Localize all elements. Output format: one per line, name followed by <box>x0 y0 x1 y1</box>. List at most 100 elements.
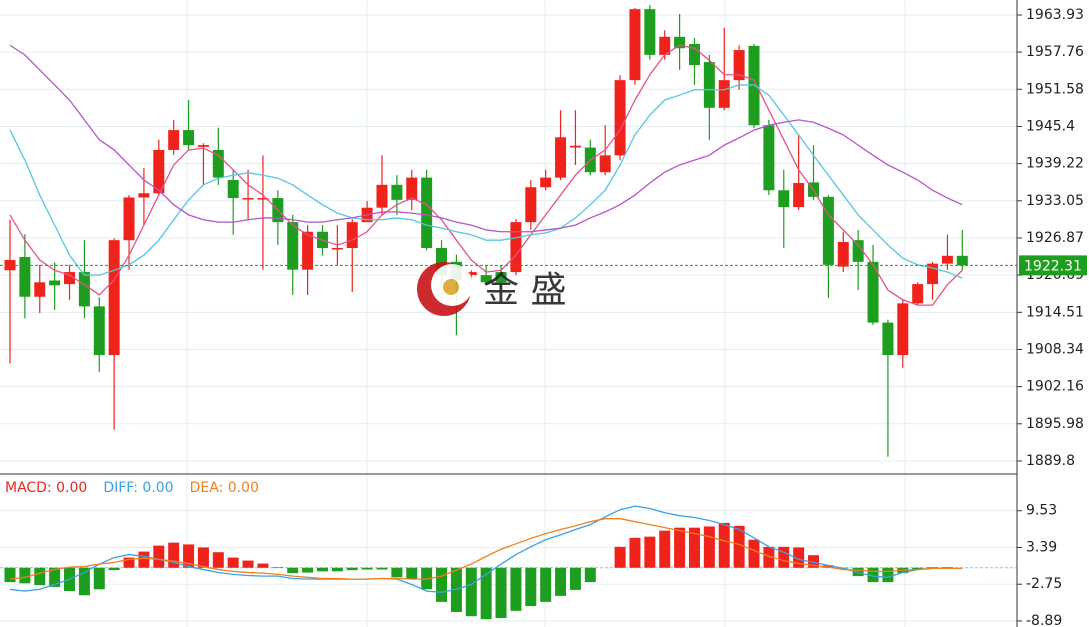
macd-bar <box>19 567 31 584</box>
plot-layer <box>0 4 1017 622</box>
candle-body <box>941 255 953 264</box>
macd-bar <box>733 525 745 568</box>
last-price-box <box>1019 255 1087 276</box>
candle-body <box>197 145 209 147</box>
candle-body <box>64 272 76 285</box>
candle-body <box>49 280 61 286</box>
y-tick-label: 1926.87 <box>1026 230 1084 246</box>
y-tick-label: 1889.8 <box>1026 453 1075 469</box>
candle-body <box>659 36 671 55</box>
line <box>9 505 963 593</box>
macd-bar <box>808 555 820 568</box>
line <box>9 84 963 279</box>
y-tick-label: 1939.22 <box>1026 156 1084 172</box>
macd-bar <box>718 522 730 568</box>
y-tick-label: -8.89 <box>1026 613 1062 627</box>
candle-body <box>778 190 790 208</box>
y-tick-label: 1945.4 <box>1026 118 1075 134</box>
macd-bar <box>34 567 46 586</box>
macd-bar <box>941 567 953 568</box>
candle-body <box>599 155 611 173</box>
last-price-label: 1922.31 <box>1024 258 1082 274</box>
candle-body <box>138 193 150 198</box>
macd-bar <box>78 567 90 596</box>
candle-body <box>569 145 581 148</box>
macd-bar <box>316 567 328 572</box>
macd-bar <box>93 567 105 590</box>
macd-bar <box>49 567 61 587</box>
candle-body <box>495 272 507 283</box>
y-tick-label: -2.75 <box>1026 576 1062 592</box>
macd-bar <box>584 567 596 583</box>
macd-bar <box>867 567 879 583</box>
candle-body <box>867 261 879 323</box>
candle-body <box>793 183 805 208</box>
line <box>9 44 963 233</box>
macd-bar <box>927 567 939 568</box>
macd-bar <box>882 567 894 583</box>
line <box>9 518 963 580</box>
candle-body <box>168 130 180 150</box>
candle-body <box>555 137 567 178</box>
macd-bar <box>912 567 924 570</box>
macd-bar <box>138 551 150 568</box>
macd-bar <box>168 542 180 568</box>
y-tick-label: 1914.51 <box>1026 304 1084 320</box>
candle-body <box>882 322 894 356</box>
macd-bar <box>703 526 715 568</box>
candle-body <box>436 248 448 276</box>
macd-bar <box>465 567 477 617</box>
y-tick-label: 1908.34 <box>1026 341 1084 357</box>
candle-body <box>525 187 537 223</box>
legend-label: DIFF: 0.00 <box>103 480 173 496</box>
candle-body <box>718 80 730 108</box>
candle-body <box>302 231 314 270</box>
y-tick-label: 1933.05 <box>1026 193 1084 209</box>
candle-body <box>391 184 403 200</box>
macd-bar <box>763 546 775 568</box>
macd-bar <box>331 567 343 572</box>
macd-bar <box>4 567 16 583</box>
candle-body <box>614 80 626 156</box>
candle-body <box>287 222 299 270</box>
candle-body <box>733 50 745 81</box>
candle-body <box>480 275 492 283</box>
candle-body <box>331 248 343 250</box>
macd-bar <box>302 567 314 573</box>
macd-bar <box>480 567 492 620</box>
macd-bar <box>227 557 239 568</box>
macd-bar <box>361 567 373 570</box>
macd-bar <box>659 530 671 568</box>
macd-bar <box>436 567 448 602</box>
macd-bar <box>183 544 195 568</box>
candle-body <box>688 44 700 66</box>
macd-bar <box>748 539 760 568</box>
candle-body <box>837 241 849 267</box>
line <box>9 44 963 306</box>
macd-bar <box>569 567 581 590</box>
candle-body <box>257 198 269 200</box>
candle-body <box>852 240 864 262</box>
macd-bar <box>495 567 507 619</box>
y-tick-label: 1895.98 <box>1026 416 1084 432</box>
macd-bar <box>674 527 686 568</box>
candle-body <box>465 272 477 276</box>
macd-bar <box>108 567 120 571</box>
macd-bar <box>614 546 626 568</box>
candle-body <box>153 149 165 194</box>
candle-body <box>376 184 388 208</box>
y-tick-label: 1902.16 <box>1026 379 1084 395</box>
candle-body <box>227 180 239 199</box>
candle-body <box>897 303 909 356</box>
candle-body <box>540 177 552 188</box>
candle-body <box>123 197 135 241</box>
y-tick-label: 1957.76 <box>1026 44 1084 60</box>
candle-body <box>183 130 195 146</box>
y-tick-label: 1951.58 <box>1026 81 1084 97</box>
candle-body <box>346 222 358 249</box>
candle-body <box>406 177 418 200</box>
macd-bar <box>644 536 656 568</box>
candle-body <box>93 306 105 356</box>
candle-body <box>629 9 641 81</box>
legend-label: DEA: 0.00 <box>190 480 259 496</box>
